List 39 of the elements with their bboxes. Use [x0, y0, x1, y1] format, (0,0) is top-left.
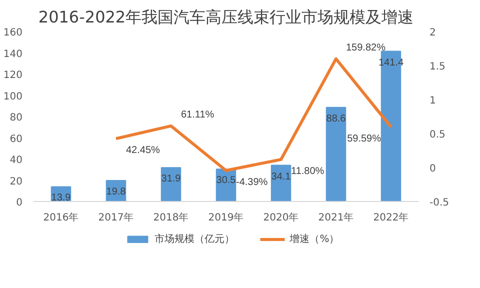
x-tick-label: 2018年 — [153, 212, 189, 224]
x-tick-label: 2021年 — [318, 212, 354, 224]
x-tick-label: 2017年 — [98, 212, 134, 224]
y-tick-label: 160 — [3, 28, 23, 38]
data-label: 61.11% — [181, 109, 214, 120]
chart-title: 2016-2022年我国汽车高压线束行业市场规模及增速 — [38, 8, 414, 26]
data-label: 59.59% — [347, 133, 382, 144]
x-tick-label: 2019年 — [208, 212, 244, 224]
y2-tick-label: 2 — [430, 28, 436, 38]
data-label: -4.39% — [236, 176, 268, 188]
y2-tick-label: 1.5 — [430, 62, 446, 72]
y-tick-label: 20 — [10, 176, 23, 188]
y-tick-label: 100 — [3, 91, 23, 102]
x-tick-label: 2016年 — [43, 212, 79, 224]
x-tick-label: 2020年 — [263, 212, 299, 224]
data-label: 88.6 — [326, 113, 346, 124]
y-tick-label: 120 — [3, 70, 23, 81]
legend-label: 增速（%） — [290, 232, 340, 246]
y-tick-label: 140 — [3, 48, 23, 60]
y-tick-label: 80 — [10, 112, 23, 124]
y-tick-label: 60 — [10, 134, 23, 145]
data-label: 159.82% — [346, 42, 386, 54]
legend-label: 市场规模（亿元） — [154, 232, 235, 246]
data-label: 11.80% — [291, 166, 324, 177]
y2-tick-label: 0 — [430, 164, 436, 174]
y-tick-label: 40 — [10, 155, 23, 166]
y-tick-label: 0 — [16, 198, 23, 208]
data-label: 13.9 — [51, 192, 72, 204]
data-label: 19.8 — [106, 186, 126, 198]
y2-tick-label: 0.5 — [430, 130, 446, 140]
data-label: 31.9 — [161, 174, 182, 185]
bar — [380, 50, 402, 202]
x-tick-label: 2022年 — [373, 212, 409, 224]
data-label: 34.1 — [271, 171, 292, 182]
data-label: 30.5 — [216, 175, 236, 186]
bar — [326, 106, 346, 202]
y2-tick-label: -0.5 — [430, 198, 450, 208]
y2-tick-label: 1 — [430, 96, 436, 106]
data-label: 42.45% — [126, 145, 160, 156]
